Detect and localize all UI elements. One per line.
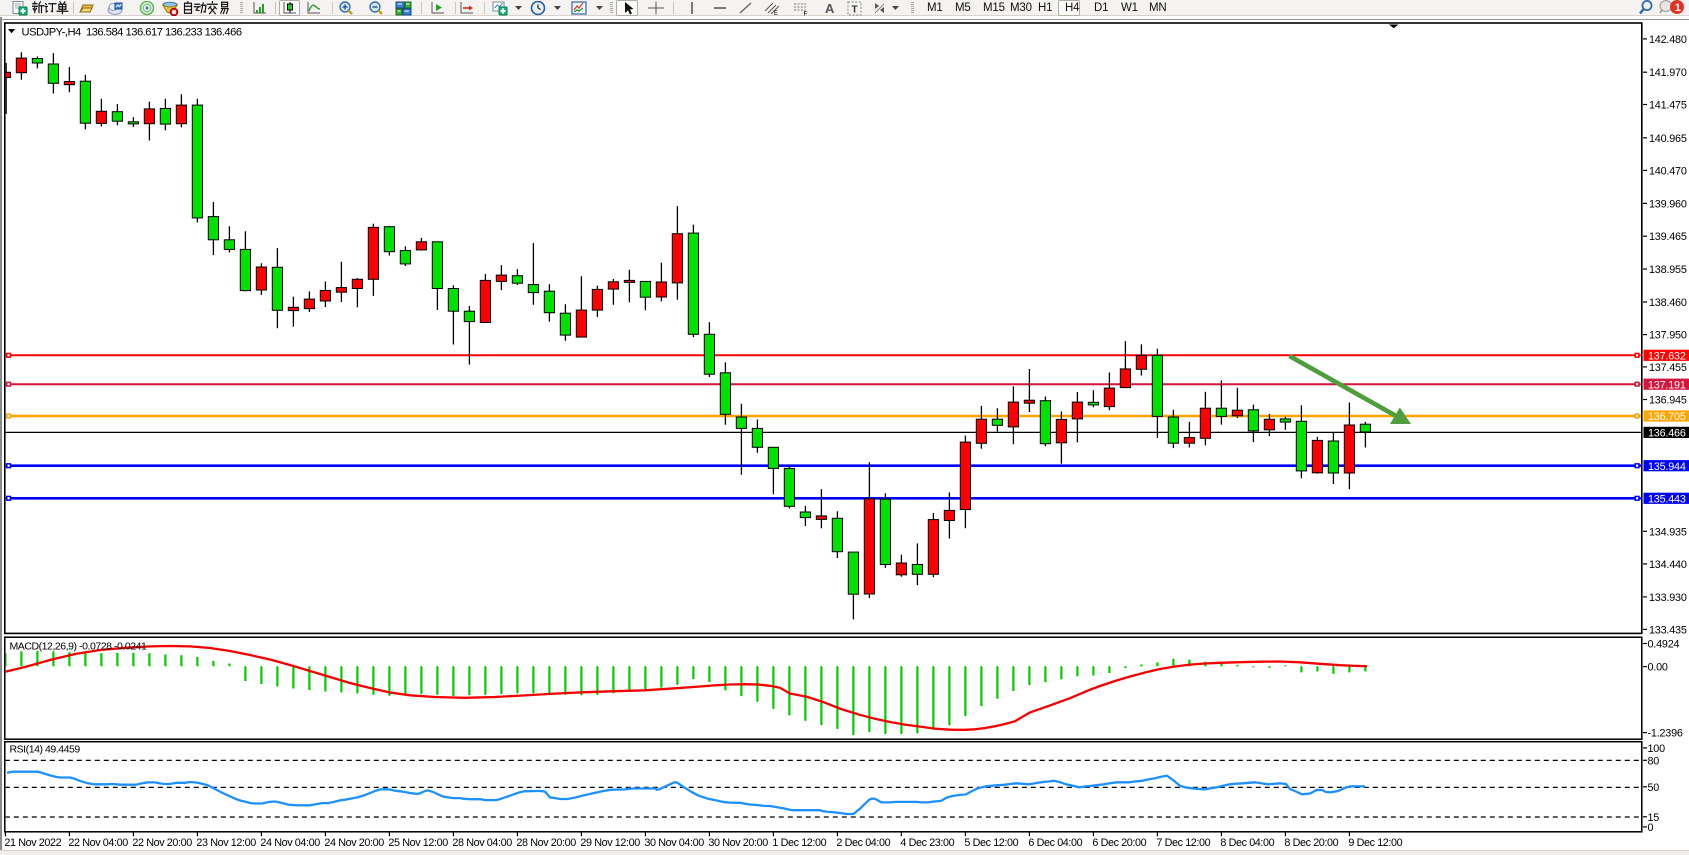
svg-text:RSI(14) 49.4459: RSI(14) 49.4459 [10, 744, 81, 756]
svg-text:0.00: 0.00 [1648, 662, 1668, 674]
svg-text:50: 50 [1648, 782, 1660, 794]
svg-text:134.440: 134.440 [1649, 559, 1687, 571]
svg-text:USDJPY-,H4 136.584 136.617 13: USDJPY-,H4 136.584 136.617 136.233 136.4… [22, 26, 242, 38]
svg-text:8 Dec 20:00: 8 Dec 20:00 [1284, 837, 1338, 849]
svg-text:2 Dec 04:00: 2 Dec 04:00 [836, 837, 890, 849]
svg-text:137.455: 137.455 [1649, 362, 1687, 374]
svg-text:138.460: 138.460 [1649, 297, 1687, 309]
svg-text:136.705: 136.705 [1648, 411, 1686, 423]
svg-text:29 Nov 12:00: 29 Nov 12:00 [580, 837, 640, 849]
svg-text:30 Nov 04:00: 30 Nov 04:00 [644, 837, 704, 849]
svg-text:22 Nov 04:00: 22 Nov 04:00 [68, 837, 128, 849]
svg-text:1: 1 [1675, 2, 1681, 14]
svg-text:1 Dec 12:00: 1 Dec 12:00 [772, 837, 826, 849]
svg-text:135.944: 135.944 [1648, 461, 1686, 473]
svg-text:-1.2396: -1.2396 [1648, 728, 1683, 740]
svg-text:0: 0 [1648, 822, 1654, 834]
svg-text:24 Nov 04:00: 24 Nov 04:00 [260, 837, 320, 849]
svg-text:8 Dec 04:00: 8 Dec 04:00 [1220, 837, 1274, 849]
svg-text:15: 15 [1648, 812, 1660, 824]
svg-text:T: T [852, 5, 858, 16]
svg-text:23 Nov 12:00: 23 Nov 12:00 [196, 837, 256, 849]
svg-text:133.435: 133.435 [1649, 624, 1687, 636]
svg-text:25 Nov 12:00: 25 Nov 12:00 [388, 837, 448, 849]
svg-text:141.970: 141.970 [1649, 67, 1687, 79]
svg-text:MACD(12,26,9) -0.0728 -0.0241: MACD(12,26,9) -0.0728 -0.0241 [10, 641, 148, 653]
svg-text:100: 100 [1648, 743, 1666, 755]
svg-text:141.475: 141.475 [1649, 100, 1687, 112]
svg-text:E: E [774, 11, 778, 16]
svg-text:135.443: 135.443 [1648, 494, 1686, 506]
svg-text:136.466: 136.466 [1648, 428, 1686, 440]
svg-text:137.191: 137.191 [1648, 379, 1686, 391]
svg-text:139.960: 139.960 [1649, 198, 1687, 210]
svg-text:6 Dec 20:00: 6 Dec 20:00 [1092, 837, 1146, 849]
svg-text:133.930: 133.930 [1649, 592, 1687, 604]
svg-text:138.955: 138.955 [1649, 264, 1687, 276]
svg-text:21 Nov 2022: 21 Nov 2022 [4, 837, 61, 849]
svg-text:137.632: 137.632 [1648, 351, 1686, 363]
svg-text:140.470: 140.470 [1649, 165, 1687, 177]
svg-text:28 Nov 20:00: 28 Nov 20:00 [516, 837, 576, 849]
svg-text:140.965: 140.965 [1649, 133, 1687, 145]
svg-text:F: F [804, 11, 808, 17]
svg-text:9 Dec 12:00: 9 Dec 12:00 [1348, 837, 1402, 849]
svg-text:134.935: 134.935 [1649, 526, 1687, 538]
svg-text:6 Dec 04:00: 6 Dec 04:00 [1028, 837, 1082, 849]
svg-text:7 Dec 12:00: 7 Dec 12:00 [1156, 837, 1210, 849]
svg-text:28 Nov 04:00: 28 Nov 04:00 [452, 837, 512, 849]
svg-text:0.4924: 0.4924 [1648, 639, 1680, 651]
svg-text:137.950: 137.950 [1649, 330, 1687, 342]
svg-text:30 Nov 20:00: 30 Nov 20:00 [708, 837, 768, 849]
svg-text:24 Nov 20:00: 24 Nov 20:00 [324, 837, 384, 849]
svg-text:5 Dec 12:00: 5 Dec 12:00 [964, 837, 1018, 849]
svg-text:139.465: 139.465 [1649, 231, 1687, 243]
svg-text:142.480: 142.480 [1649, 34, 1687, 46]
svg-text:22 Nov 20:00: 22 Nov 20:00 [132, 837, 192, 849]
svg-text:4 Dec 23:00: 4 Dec 23:00 [900, 837, 954, 849]
svg-text:136.945: 136.945 [1649, 395, 1687, 407]
svg-text:80: 80 [1648, 755, 1660, 767]
